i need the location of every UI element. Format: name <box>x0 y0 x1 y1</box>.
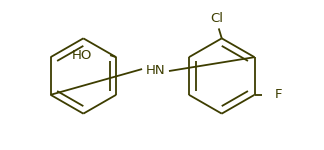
Text: HN: HN <box>146 64 166 76</box>
Text: Cl: Cl <box>210 12 223 25</box>
Text: HO: HO <box>72 49 92 62</box>
Text: F: F <box>274 88 282 101</box>
